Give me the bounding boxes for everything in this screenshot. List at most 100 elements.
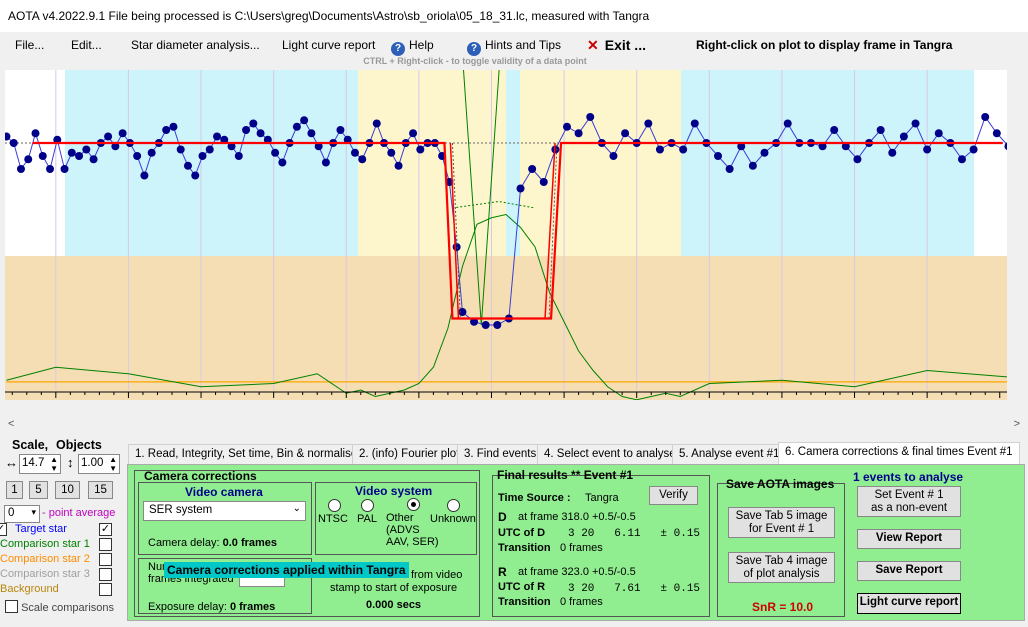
d-label: D (498, 510, 507, 524)
target-star-point (198, 152, 207, 160)
tab-read[interactable]: 1. Read, Integrity, Set time, Bin & norm… (128, 444, 365, 465)
pal-radio[interactable] (361, 499, 374, 512)
tab-fourier[interactable]: 2. (info) Fourier plot (352, 444, 467, 465)
target-star-point (292, 122, 301, 131)
object-row[interactable]: Background (0, 582, 118, 597)
camera-corrections-panel: Camera corrections Video camera SER syst… (127, 464, 1025, 621)
light-curve-plot[interactable]: 290295300305310315320325330335340345350 (5, 70, 1007, 400)
other-radio[interactable] (407, 498, 420, 511)
target-star-point (888, 148, 897, 157)
scroll-left-icon[interactable]: < (8, 418, 15, 430)
help-icon: ? (391, 42, 405, 56)
target-star-point (748, 161, 757, 170)
r-frame: at frame 323.0 +0.5/-0.5 (518, 566, 636, 578)
event-region-center (506, 70, 520, 256)
target-star-point (147, 148, 156, 157)
chevron-down-icon: ▾ (31, 507, 36, 517)
object-row[interactable]: Comparison star 3 (0, 567, 118, 582)
target-star-point (690, 119, 699, 128)
camera-select[interactable]: SER system ⌄ (143, 501, 306, 521)
target-star-point (176, 145, 185, 154)
menu-edit[interactable]: Edit... (71, 38, 102, 52)
video-camera-group (138, 482, 312, 555)
object-row[interactable]: Comparison star 2 (0, 552, 118, 567)
plot-scrollbar[interactable]: < > (5, 418, 1023, 434)
target-star-point (242, 126, 251, 134)
object-checkbox[interactable] (99, 568, 112, 581)
step-15-button[interactable]: 15 (88, 481, 113, 499)
ntsc-radio[interactable] (328, 499, 341, 512)
target-star-point (586, 113, 595, 121)
light-curve-report-button[interactable]: Light curve report (857, 593, 961, 614)
spinner-arrows-icon[interactable]: ▲ ▼ (109, 455, 117, 473)
menu-file[interactable]: File... (15, 38, 45, 52)
save-tab4-button[interactable]: Save Tab 4 image of plot analysis (728, 552, 835, 583)
menu-exit[interactable]: ✕ Exit ... (587, 37, 646, 54)
camera-corrections-group (134, 470, 480, 617)
target-star-point (783, 119, 792, 128)
scroll-right-icon[interactable]: > (1013, 418, 1020, 430)
point-average-select[interactable]: 0 ▾ (4, 505, 40, 523)
fit-edge-d (449, 142, 460, 319)
save-report-button[interactable]: Save Report (857, 561, 961, 581)
target-star-point (760, 148, 769, 157)
target-star-point (528, 165, 537, 173)
menu-help[interactable]: ? Help (391, 38, 434, 56)
save-tab5-button[interactable]: Save Tab 5 image for Event # 1 (728, 507, 835, 538)
x-scale-spinner[interactable]: 14.7 ▲ ▼ (19, 454, 61, 474)
step-5-button[interactable]: 5 (29, 481, 48, 499)
target-star-point (992, 129, 1001, 138)
scale-comparisons[interactable]: Scale comparisons (5, 600, 114, 614)
object-checkbox[interactable]: ✓ (99, 523, 112, 536)
tab-analyse-event[interactable]: 5. Analyse event #1 (672, 444, 787, 465)
tab-camera-corrections[interactable]: 6. Camera corrections & final times Even… (778, 442, 1020, 465)
target-star-point (562, 122, 571, 131)
verify-button[interactable]: Verify (649, 486, 698, 505)
unknown-radio[interactable] (447, 499, 460, 512)
display-checkbox[interactable]: ✓ (0, 523, 7, 536)
target-star-point (853, 155, 862, 164)
object-checkbox[interactable] (99, 538, 112, 551)
target-star-point (191, 171, 200, 180)
camera-delay-value: 0.0 frames (222, 537, 278, 549)
target-star-point (321, 158, 330, 167)
scale-comparisons-checkbox[interactable] (5, 600, 18, 613)
object-checkbox[interactable] (99, 583, 112, 596)
point-average-value: 0 (8, 507, 15, 519)
from-video-label: from video (411, 569, 463, 581)
scale-comparisons-label: Scale comparisons (21, 602, 114, 614)
camera-delay: Camera delay: 0.0 frames (148, 537, 277, 549)
menu-light-curve-report[interactable]: Light curve report (282, 38, 376, 52)
fit-dotted-d (451, 142, 461, 319)
video-system-title: Video system (355, 484, 433, 498)
step-1-button[interactable]: 1 (6, 481, 23, 499)
menu-star-diameter[interactable]: Star diameter analysis... (131, 38, 260, 52)
set-non-event-button[interactable]: Set Event # 1 as a non-event (857, 486, 961, 517)
target-star-point (300, 116, 309, 125)
y-scale-value: 1.00 (81, 457, 104, 469)
event-region-right (520, 70, 681, 256)
object-label: Background (0, 583, 59, 595)
tab-select-event[interactable]: 4. Select event to analyse (537, 444, 683, 465)
view-report-button[interactable]: View Report (857, 529, 961, 549)
target-star-point (934, 129, 943, 138)
object-checkbox[interactable] (99, 553, 112, 566)
exposure-delay-label: Exposure delay: (148, 601, 227, 613)
step-10-button[interactable]: 10 (55, 481, 80, 499)
spinner-arrows-icon[interactable]: ▲ ▼ (50, 455, 58, 473)
target-star-point (372, 119, 381, 128)
transition-d-label: Transition (498, 542, 551, 554)
object-row[interactable]: Target star ✓ ✓ (0, 522, 118, 537)
object-row[interactable]: Comparison star 1 (0, 537, 118, 552)
utc-r-value: 3 20 7.61 ± 0.15 (568, 583, 701, 595)
y-scale-spinner[interactable]: 1.00 ▲ ▼ (78, 454, 120, 474)
tab-find-events[interactable]: 3. Find events (457, 444, 544, 465)
final-results-group (492, 475, 710, 617)
menu-hints[interactable]: ? Hints and Tips (467, 38, 561, 56)
target-star-point (256, 129, 265, 138)
target-star-point (24, 155, 33, 164)
stamp-label: stamp to start of exposure (330, 582, 458, 594)
target-star-point (314, 142, 323, 151)
exposure-secs: 0.000 secs (366, 599, 422, 611)
target-star-point (162, 126, 171, 134)
